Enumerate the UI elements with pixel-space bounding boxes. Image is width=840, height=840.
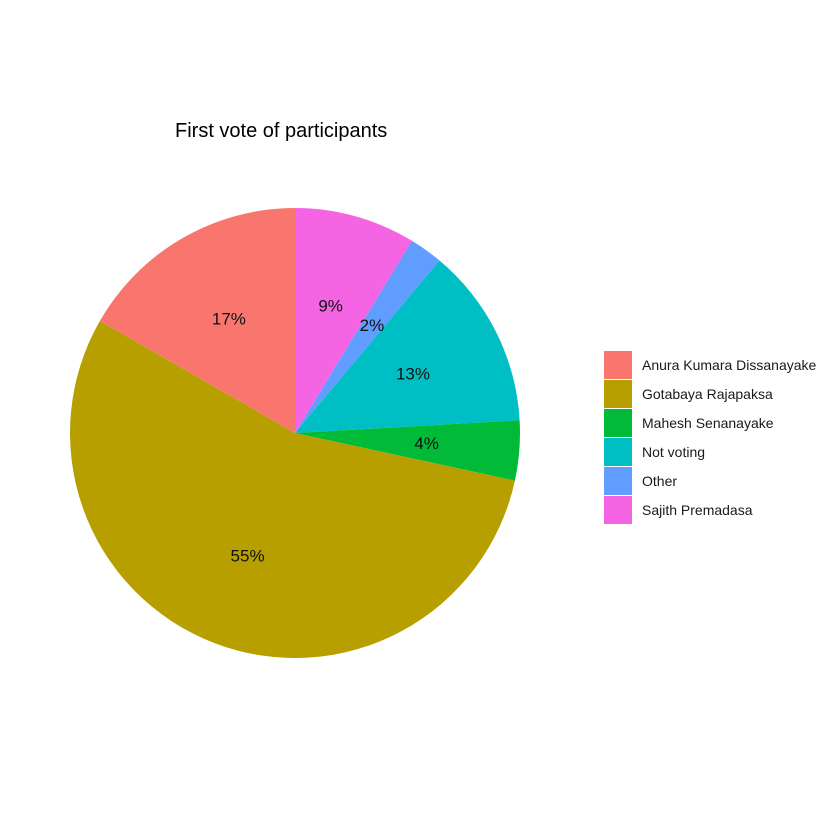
legend-swatch — [604, 467, 632, 495]
legend-label: Sajith Premadasa — [642, 502, 753, 518]
legend-label: Gotabaya Rajapaksa — [642, 386, 773, 402]
legend-label: Anura Kumara Dissanayake — [642, 357, 817, 373]
legend-swatch — [604, 438, 632, 466]
pie-slice-anura-kumara-dissanayake — [99, 208, 296, 433]
pie-slice-mahesh-senanayake — [295, 420, 520, 481]
slice-percent-label: 4% — [414, 434, 439, 453]
legend-swatch — [604, 351, 632, 379]
legend-swatch — [604, 380, 632, 408]
legend-swatch — [604, 496, 632, 524]
pie-slice-other — [295, 240, 440, 433]
legend: Anura Kumara Dissanayake Gotabaya Rajapak… — [604, 351, 817, 524]
pie-slice-labels: 9% 2% 13% 4% 55% 17% — [212, 296, 439, 565]
slice-percent-label: 55% — [231, 547, 265, 566]
chart-title: First vote of participants — [175, 120, 387, 142]
pie-slices — [70, 208, 520, 659]
legend-label: Mahesh Senanayake — [642, 415, 774, 431]
slice-percent-label: 17% — [212, 309, 246, 328]
legend-swatch — [604, 409, 632, 437]
pie-slice-gotabaya-rajapaksa — [70, 320, 515, 659]
legend-label: Not voting — [642, 444, 705, 460]
pie-slice-not-voting — [295, 260, 520, 433]
slice-percent-label: 13% — [396, 364, 430, 383]
slice-percent-label: 2% — [360, 316, 385, 335]
slice-percent-label: 9% — [318, 296, 343, 315]
pie-slice-sajith-premadasa — [295, 208, 412, 433]
legend-label: Other — [642, 473, 677, 489]
